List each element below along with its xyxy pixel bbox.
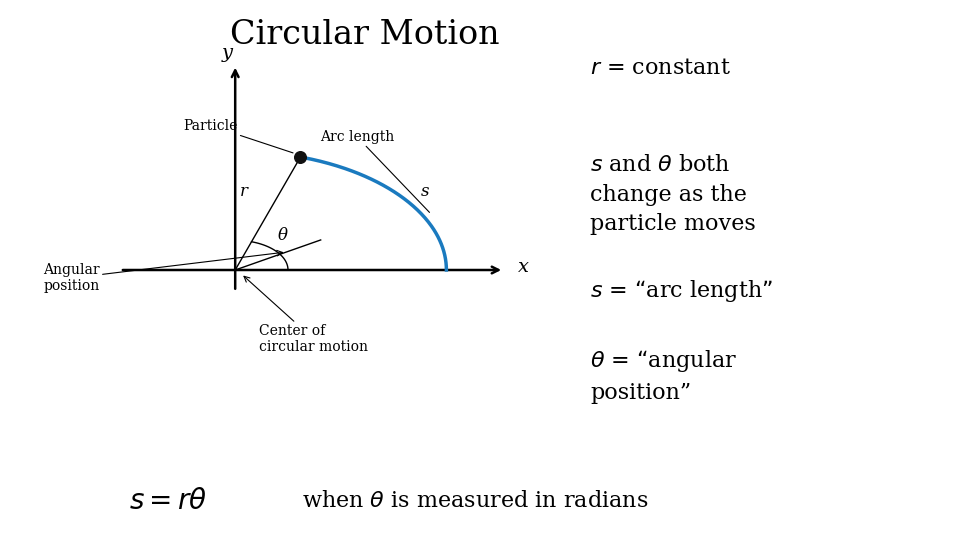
Text: y: y [222,44,233,62]
Text: Center of
circular motion: Center of circular motion [244,276,369,354]
Text: $s = r\theta$: $s = r\theta$ [129,488,207,515]
Text: $\theta$ = “angular
position”: $\theta$ = “angular position” [590,348,737,404]
Text: θ: θ [277,227,287,245]
Text: s: s [421,183,430,200]
Text: $s$ and $\theta$ both
change as the
particle moves: $s$ and $\theta$ both change as the part… [590,154,756,235]
Text: Particle: Particle [183,119,293,153]
Text: $s$ = “arc length”: $s$ = “arc length” [590,278,774,304]
Text: when $\theta$ is measured in radians: when $\theta$ is measured in radians [302,490,649,512]
Point [293,153,308,161]
Text: Circular Motion: Circular Motion [230,19,499,51]
Text: Arc length: Arc length [320,130,429,212]
Text: Angular
position: Angular position [43,251,282,293]
Text: x: x [518,258,529,276]
Text: $r$ = constant: $r$ = constant [590,57,732,79]
Text: r: r [240,184,248,200]
